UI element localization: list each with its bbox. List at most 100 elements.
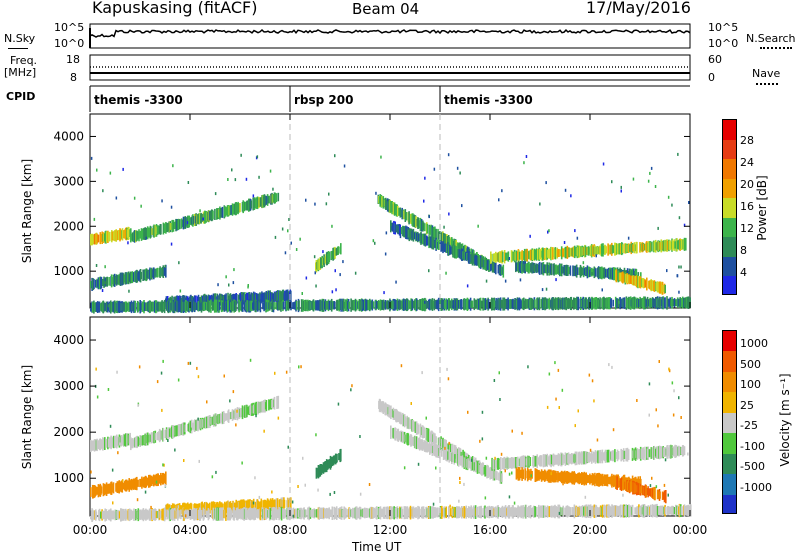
scatter-cell	[156, 380, 159, 384]
scatter-cell	[96, 395, 99, 399]
echo-cell	[496, 471, 498, 481]
echo-cell	[250, 200, 253, 209]
scatter-cell	[140, 204, 142, 208]
echo-cell	[310, 509, 312, 517]
scatter-cell	[390, 222, 392, 226]
echo-cell	[558, 249, 560, 257]
echo-cell	[523, 300, 526, 308]
echo-cell	[236, 294, 238, 304]
echo-cell	[390, 425, 392, 439]
echo-cell	[268, 399, 270, 411]
echo-cell	[555, 473, 558, 481]
echo-cell	[565, 505, 568, 517]
scatter-cell	[399, 235, 402, 239]
echo-cell	[655, 282, 658, 291]
echo-cell	[109, 437, 111, 449]
echo-cell	[362, 299, 365, 311]
echo-cell	[520, 251, 522, 260]
echo-cell	[201, 213, 204, 222]
echo-cell	[612, 299, 614, 307]
echo-cell	[403, 225, 405, 238]
scatter-cell	[333, 491, 336, 494]
echo-cell	[510, 299, 512, 309]
echo-cell	[237, 408, 239, 419]
scatter-cell	[539, 202, 541, 206]
scatter-cell	[269, 169, 272, 173]
scatter-cell	[101, 289, 104, 292]
echo-cell	[641, 278, 644, 288]
scatter-cell	[668, 369, 671, 373]
echo-cell	[155, 511, 158, 519]
echo-cell	[141, 478, 144, 487]
echo-cell	[159, 429, 162, 441]
scatter-cell	[498, 198, 500, 202]
echo-cell	[487, 299, 490, 310]
echo-cell	[385, 197, 387, 210]
echo-cell	[136, 230, 138, 241]
echo-cell	[220, 414, 222, 423]
echo-cell	[242, 299, 244, 312]
echo-cell	[440, 240, 442, 252]
echo-cell	[313, 301, 315, 310]
echo-cell	[467, 458, 469, 470]
echo-cell	[616, 298, 618, 309]
scatter-cell	[170, 205, 173, 209]
echo-cell	[543, 264, 545, 274]
echo-cell	[576, 267, 579, 275]
echo-cell	[292, 302, 294, 309]
nsearch-legend-line	[760, 47, 792, 49]
echo-cell	[681, 506, 683, 515]
echo-cell	[640, 478, 642, 487]
echo-cell	[435, 443, 437, 458]
scatter-cell	[636, 399, 638, 402]
echo-cell	[417, 299, 419, 310]
echo-cell	[184, 424, 187, 432]
power-colorbar	[722, 119, 737, 295]
scatter-cell	[162, 359, 164, 363]
echo-cell	[600, 452, 602, 462]
echo-cell	[107, 438, 110, 448]
echo-cell	[229, 293, 232, 306]
echo-cell	[502, 264, 505, 278]
echo-cell	[378, 301, 380, 309]
scatter-cell	[554, 361, 556, 365]
scatter-cell	[424, 300, 426, 304]
echo-cell	[434, 226, 436, 240]
velocity-panel	[90, 317, 692, 522]
scatter-cell	[337, 402, 340, 406]
echo-cell	[121, 436, 123, 445]
echo-cell	[110, 300, 112, 314]
echo-cell	[617, 451, 620, 460]
echo-cell	[564, 264, 567, 276]
echo-cell	[555, 454, 558, 465]
scatter-cell	[150, 505, 152, 509]
scatter-cell	[109, 171, 112, 175]
scatter-cell	[187, 181, 190, 184]
scatter-cell	[284, 251, 287, 255]
scatter-cell	[234, 178, 237, 182]
scatter-cell	[555, 278, 557, 282]
echo-cell	[132, 439, 135, 447]
echo-cell	[488, 260, 491, 271]
scatter-cell	[620, 189, 622, 193]
echo-cell	[628, 505, 631, 517]
echo-cell	[541, 470, 543, 481]
echo-cell	[122, 273, 125, 285]
scatter-cell	[428, 215, 430, 219]
echo-cell	[246, 300, 248, 312]
scatter-cell	[678, 265, 680, 269]
echo-cell	[230, 502, 232, 511]
echo-cell	[93, 279, 95, 290]
scatter-cell	[351, 384, 353, 388]
scatter-cell	[170, 242, 173, 246]
x-tick-label: 00:00	[673, 523, 708, 537]
scatter-cell	[133, 196, 136, 200]
echo-cell	[90, 487, 92, 497]
scatter-cell	[187, 361, 190, 365]
echo-cell	[633, 242, 636, 254]
echo-cell	[690, 504, 692, 517]
noise-left-tick-low: 10^0	[54, 37, 85, 50]
echo-cell	[253, 404, 255, 414]
